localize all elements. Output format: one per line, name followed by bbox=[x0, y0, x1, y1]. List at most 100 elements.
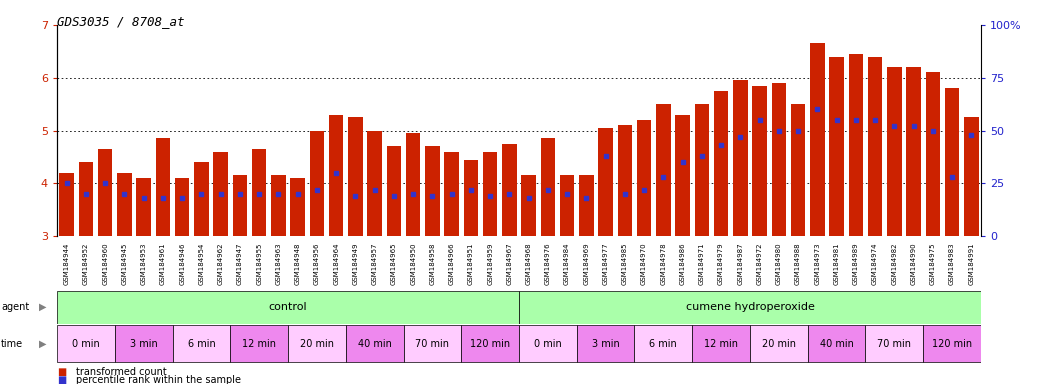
Text: 70 min: 70 min bbox=[415, 339, 449, 349]
Text: GSM184948: GSM184948 bbox=[295, 243, 301, 285]
Bar bbox=[172, 325, 230, 362]
Bar bbox=[926, 73, 940, 236]
Text: GSM184978: GSM184978 bbox=[660, 243, 666, 285]
Bar bbox=[808, 325, 866, 362]
Text: GSM184985: GSM184985 bbox=[622, 243, 628, 285]
Text: 6 min: 6 min bbox=[650, 339, 677, 349]
Bar bbox=[656, 104, 671, 236]
Text: GSM184976: GSM184976 bbox=[545, 243, 551, 285]
Bar bbox=[866, 325, 923, 362]
Bar bbox=[692, 325, 749, 362]
Text: GSM184956: GSM184956 bbox=[313, 243, 320, 285]
Bar bbox=[406, 133, 420, 236]
Text: GSM184955: GSM184955 bbox=[256, 243, 263, 285]
Bar bbox=[791, 104, 805, 236]
Bar bbox=[579, 175, 594, 236]
Text: GSM184984: GSM184984 bbox=[564, 243, 570, 285]
Text: ▶: ▶ bbox=[39, 339, 47, 349]
Bar bbox=[117, 173, 132, 236]
Text: GSM184979: GSM184979 bbox=[718, 243, 725, 285]
Text: GSM184944: GSM184944 bbox=[63, 243, 70, 285]
Text: GSM184962: GSM184962 bbox=[218, 243, 223, 285]
Text: GSM184988: GSM184988 bbox=[795, 243, 801, 285]
Text: GSM184954: GSM184954 bbox=[198, 243, 204, 285]
Bar bbox=[502, 144, 517, 236]
Bar bbox=[714, 91, 729, 236]
Text: 40 min: 40 min bbox=[358, 339, 391, 349]
Bar bbox=[598, 128, 612, 236]
Bar bbox=[271, 175, 285, 236]
Bar bbox=[771, 83, 786, 236]
Bar bbox=[426, 146, 440, 236]
Text: GSM184946: GSM184946 bbox=[180, 243, 185, 285]
Text: GSM184957: GSM184957 bbox=[372, 243, 378, 285]
Bar bbox=[945, 88, 959, 236]
Text: transformed count: transformed count bbox=[76, 367, 166, 377]
Text: GSM184974: GSM184974 bbox=[872, 243, 878, 285]
Bar bbox=[329, 115, 344, 236]
Text: GSM184945: GSM184945 bbox=[121, 243, 128, 285]
Bar bbox=[79, 162, 93, 236]
Bar bbox=[634, 325, 692, 362]
Bar bbox=[175, 178, 189, 236]
Bar bbox=[749, 325, 808, 362]
Text: GSM184953: GSM184953 bbox=[141, 243, 146, 285]
Bar bbox=[521, 175, 536, 236]
Text: 0 min: 0 min bbox=[72, 339, 100, 349]
Text: GSM184989: GSM184989 bbox=[853, 243, 858, 285]
Text: 120 min: 120 min bbox=[932, 339, 973, 349]
Bar bbox=[519, 291, 981, 324]
Text: GDS3035 / 8708_at: GDS3035 / 8708_at bbox=[57, 15, 185, 28]
Text: 3 min: 3 min bbox=[592, 339, 620, 349]
Text: GSM184961: GSM184961 bbox=[160, 243, 166, 285]
Bar bbox=[618, 125, 632, 236]
Text: GSM184983: GSM184983 bbox=[949, 243, 955, 285]
Text: 12 min: 12 min bbox=[704, 339, 738, 349]
Text: GSM184949: GSM184949 bbox=[353, 243, 358, 285]
Bar bbox=[309, 131, 324, 236]
Text: GSM184986: GSM184986 bbox=[680, 243, 685, 285]
Text: GSM184968: GSM184968 bbox=[525, 243, 531, 285]
Text: 20 min: 20 min bbox=[762, 339, 796, 349]
Text: GSM184966: GSM184966 bbox=[448, 243, 455, 285]
Bar bbox=[694, 104, 709, 236]
Text: 0 min: 0 min bbox=[534, 339, 562, 349]
Bar bbox=[288, 325, 346, 362]
Text: GSM184967: GSM184967 bbox=[507, 243, 513, 285]
Text: 6 min: 6 min bbox=[188, 339, 215, 349]
Bar bbox=[733, 80, 747, 236]
Bar bbox=[541, 139, 555, 236]
Bar bbox=[868, 56, 882, 236]
Bar bbox=[829, 56, 844, 236]
Text: GSM184973: GSM184973 bbox=[815, 243, 820, 285]
Text: GSM184964: GSM184964 bbox=[333, 243, 339, 285]
Text: percentile rank within the sample: percentile rank within the sample bbox=[76, 375, 241, 384]
Bar bbox=[887, 67, 902, 236]
Text: control: control bbox=[269, 302, 307, 312]
Text: cumene hydroperoxide: cumene hydroperoxide bbox=[685, 302, 815, 312]
Text: time: time bbox=[1, 339, 23, 349]
Text: GSM184990: GSM184990 bbox=[910, 243, 917, 285]
Text: GSM184970: GSM184970 bbox=[641, 243, 647, 285]
Text: GSM184952: GSM184952 bbox=[83, 243, 89, 285]
Bar bbox=[115, 325, 172, 362]
Text: ■: ■ bbox=[57, 367, 66, 377]
Bar bbox=[214, 152, 228, 236]
Text: GSM184977: GSM184977 bbox=[603, 243, 608, 285]
Bar bbox=[348, 118, 362, 236]
Bar bbox=[676, 115, 690, 236]
Text: GSM184951: GSM184951 bbox=[468, 243, 474, 285]
Text: GSM184982: GSM184982 bbox=[892, 243, 897, 285]
Text: ▶: ▶ bbox=[39, 302, 47, 312]
Text: GSM184980: GSM184980 bbox=[775, 243, 782, 285]
Bar bbox=[291, 178, 305, 236]
Bar bbox=[346, 325, 404, 362]
Text: GSM184975: GSM184975 bbox=[930, 243, 936, 285]
Bar bbox=[906, 67, 921, 236]
Text: GSM184969: GSM184969 bbox=[583, 243, 590, 285]
Text: 120 min: 120 min bbox=[470, 339, 511, 349]
Bar bbox=[923, 325, 981, 362]
Text: GSM184958: GSM184958 bbox=[430, 243, 435, 285]
Bar bbox=[194, 162, 209, 236]
Bar bbox=[233, 175, 247, 236]
